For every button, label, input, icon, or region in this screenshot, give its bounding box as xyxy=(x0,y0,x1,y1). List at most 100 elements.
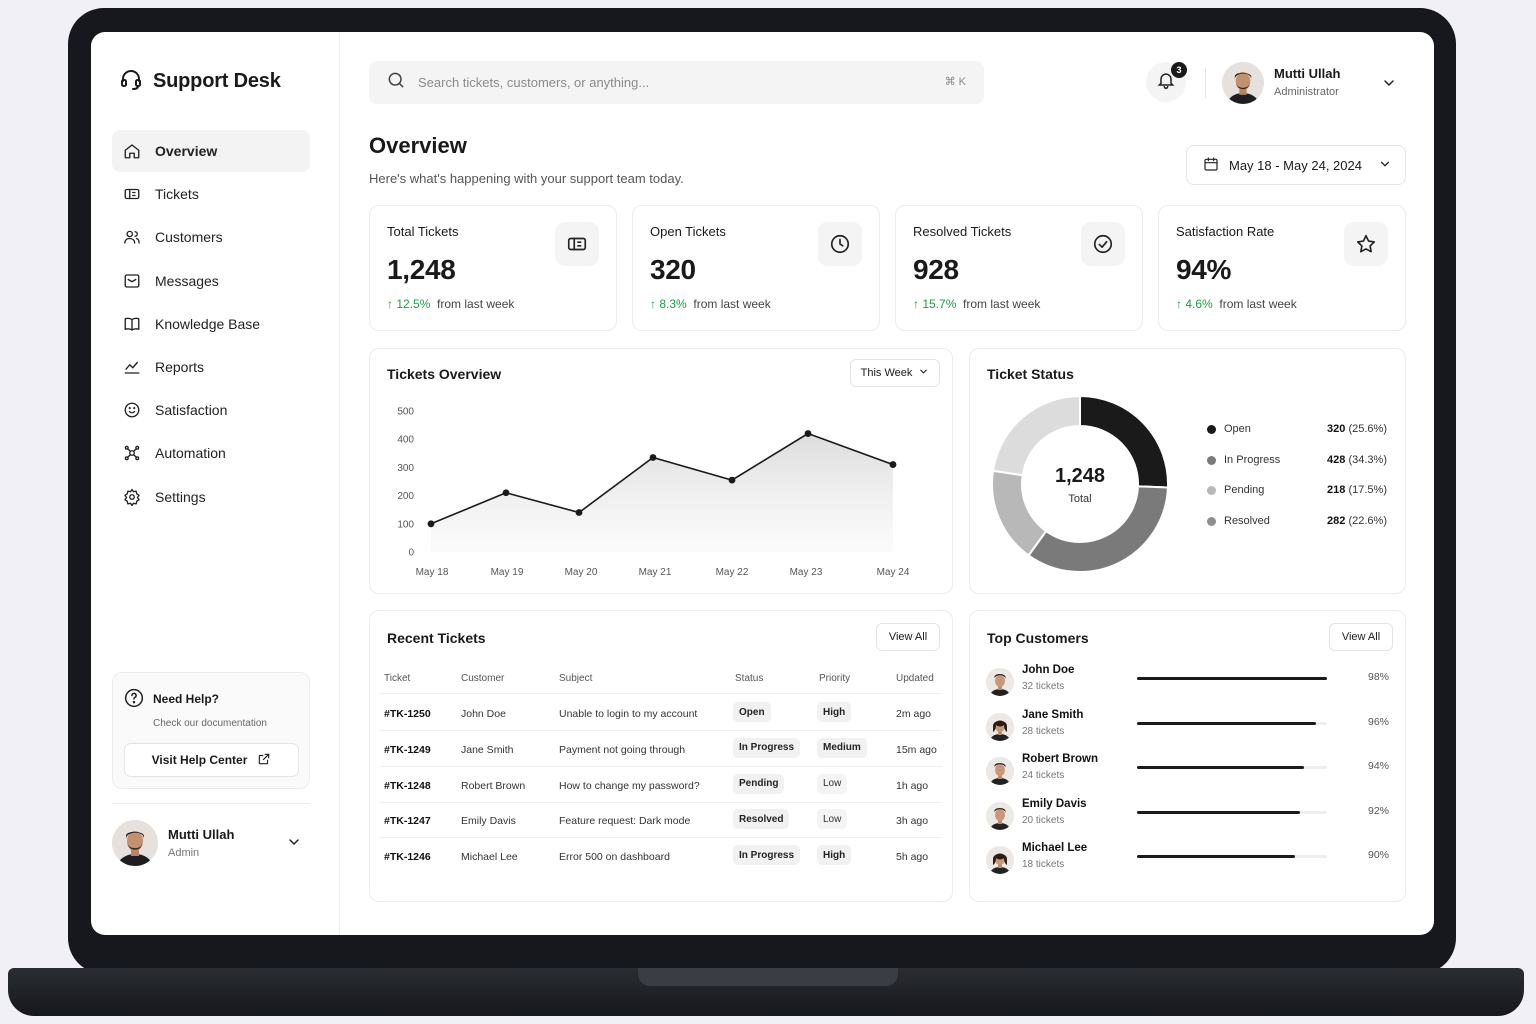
sidebar-item-label: Settings xyxy=(155,488,206,505)
table-row[interactable]: #TK-1248 Robert Brown How to change my p… xyxy=(370,768,952,804)
legend-label: Pending xyxy=(1224,484,1265,496)
stat-card-total-tickets: Total Tickets 1,248 ↑ 12.5% from last we… xyxy=(369,205,617,331)
customer-progress-track xyxy=(1137,677,1327,680)
data-point[interactable] xyxy=(728,476,736,484)
ticket-customer: Jane Smith xyxy=(461,743,514,756)
home-icon xyxy=(123,142,141,160)
page-subtitle: Here's what's happening with your suppor… xyxy=(369,171,684,186)
stat-change: ↑ 15.7% from last week xyxy=(913,297,1040,311)
brand[interactable]: Support Desk xyxy=(119,67,281,96)
sidebar-item-reports[interactable]: Reports xyxy=(112,346,310,388)
gear-icon xyxy=(123,488,141,506)
avatar[interactable] xyxy=(1222,62,1264,104)
data-point[interactable] xyxy=(649,454,657,461)
stat-value: 94% xyxy=(1176,254,1232,285)
notification-badge: 3 xyxy=(1171,62,1187,78)
y-tick-label: 200 xyxy=(397,491,414,502)
customer-row[interactable]: John Doe 32 tickets 98% xyxy=(970,664,1403,704)
stat-label: Resolved Tickets xyxy=(913,224,1012,239)
sidebar-item-automation[interactable]: Automation xyxy=(112,432,310,474)
table-row[interactable]: #TK-1249 Jane Smith Payment not going th… xyxy=(370,732,952,768)
priority-badge: Medium xyxy=(817,737,867,758)
legend-count: 218 xyxy=(1327,484,1346,496)
donut-slice-in-progress[interactable] xyxy=(1027,485,1169,573)
x-tick-label: May 22 xyxy=(716,567,749,578)
customer-row[interactable]: Michael Lee 18 tickets 90% xyxy=(970,842,1403,882)
view-all-customers-button[interactable]: View All xyxy=(1329,623,1393,651)
ticket-id[interactable]: #TK-1249 xyxy=(384,743,431,756)
visit-help-center-button[interactable]: Visit Help Center xyxy=(124,743,299,777)
chevron-down-icon xyxy=(918,366,929,380)
date-range-picker[interactable]: May 18 - May 24, 2024 xyxy=(1186,145,1406,185)
ticket-subject: Payment not going through xyxy=(559,743,686,756)
chevron-down-icon[interactable] xyxy=(286,834,302,855)
column-header: Customer xyxy=(461,673,505,684)
period-select[interactable]: This Week xyxy=(850,359,940,387)
sidebar-item-messages[interactable]: Messages xyxy=(112,260,310,302)
legend-item: Pending 218 (17.5%) xyxy=(1207,483,1387,499)
search-input[interactable] xyxy=(418,75,918,90)
legend-dot xyxy=(1207,516,1216,526)
ticket-id[interactable]: #TK-1247 xyxy=(384,815,431,828)
ticket-subject: Error 500 on dashboard xyxy=(559,851,670,864)
sidebar-item-settings[interactable]: Settings xyxy=(112,476,310,518)
top-user-role: Administrator xyxy=(1274,86,1339,98)
customer-progress-track xyxy=(1137,855,1327,859)
view-all-tickets-button[interactable]: View All xyxy=(876,623,940,651)
data-point[interactable] xyxy=(575,509,583,516)
sidebar-item-satisfaction[interactable]: Satisfaction xyxy=(112,389,310,431)
x-tick-label: May 24 xyxy=(877,567,910,578)
help-card: Need Help? Check our documentation Visit… xyxy=(112,672,310,789)
y-tick-label: 300 xyxy=(397,463,414,474)
ticket-id[interactable]: #TK-1248 xyxy=(384,779,431,792)
column-header: Priority xyxy=(819,673,851,684)
customer-row[interactable]: Robert Brown 24 tickets 94% xyxy=(970,753,1403,793)
search-bar[interactable]: ⌘ K xyxy=(369,61,984,104)
sidebar-user[interactable]: Mutti Ullah Admin xyxy=(112,820,310,866)
series-area xyxy=(431,433,893,552)
stat-value: 928 xyxy=(913,254,959,285)
ticket-id[interactable]: #TK-1250 xyxy=(384,708,431,720)
stat-change-suffix: from last week xyxy=(963,297,1041,311)
customer-progress-track xyxy=(1137,721,1327,725)
sidebar-item-overview[interactable]: Overview xyxy=(112,130,310,172)
tickets-line-chart: 0 100 200 300 400 500 May 18 May 19 May 20 May 21… xyxy=(397,407,910,579)
help-title: Need Help? xyxy=(153,692,220,706)
ticket-customer: Robert Brown xyxy=(461,779,526,792)
stat-change: ↑ 4.6% from last week xyxy=(1176,297,1297,311)
customer-ticket-count: 28 tickets xyxy=(1022,725,1065,737)
donut-center-value: 1,248 xyxy=(1054,465,1106,487)
stat-value: 1,248 xyxy=(387,254,456,285)
sidebar-item-knowledge-base[interactable]: Knowledge Base xyxy=(112,303,310,345)
smile-icon xyxy=(123,401,141,419)
ticket-subject: How to change my password? xyxy=(559,779,700,792)
stat-icon-box xyxy=(1344,222,1388,266)
donut-slice-resolved[interactable] xyxy=(991,394,1081,477)
legend-value: 428 (34.3%) xyxy=(1327,454,1387,466)
table-row[interactable]: #TK-1246 Michael Lee Error 500 on dashbo… xyxy=(370,839,952,875)
ticket-id[interactable]: #TK-1246 xyxy=(384,851,431,864)
date-range-label: May 18 - May 24, 2024 xyxy=(1229,157,1362,173)
table-row[interactable]: #TK-1247 Emily Davis Feature request: Da… xyxy=(370,803,952,839)
arrow-up-icon: ↑ xyxy=(650,297,660,311)
data-point[interactable] xyxy=(889,461,897,468)
customer-row[interactable]: Jane Smith 28 tickets 96% xyxy=(970,709,1403,749)
table-row[interactable]: #TK-1250 John Doe Unable to login to my … xyxy=(370,696,952,732)
users-icon xyxy=(123,228,141,246)
customer-row[interactable]: Emily Davis 20 tickets 92% xyxy=(970,798,1403,838)
stat-card-open-tickets: Open Tickets 320 ↑ 8.3% from last week xyxy=(632,205,880,331)
arrow-up-icon: ↑ xyxy=(913,297,923,311)
data-point[interactable] xyxy=(804,430,812,437)
data-point[interactable] xyxy=(502,489,510,497)
sidebar-item-label: Customers xyxy=(155,229,223,246)
priority-badge: High xyxy=(817,845,852,866)
chevron-down-icon[interactable] xyxy=(1381,75,1397,96)
stat-card-satisfaction-rate: Satisfaction Rate 94% ↑ 4.6% from last w… xyxy=(1158,205,1406,331)
sidebar-item-customers[interactable]: Customers xyxy=(112,216,310,258)
legend-item: Resolved 282 (22.6%) xyxy=(1207,514,1387,530)
avatar xyxy=(986,846,1014,875)
data-point[interactable] xyxy=(427,520,435,528)
sidebar-item-tickets[interactable]: Tickets xyxy=(112,173,310,215)
stat-icon-box xyxy=(555,222,599,266)
legend-count: 428 xyxy=(1327,453,1346,466)
